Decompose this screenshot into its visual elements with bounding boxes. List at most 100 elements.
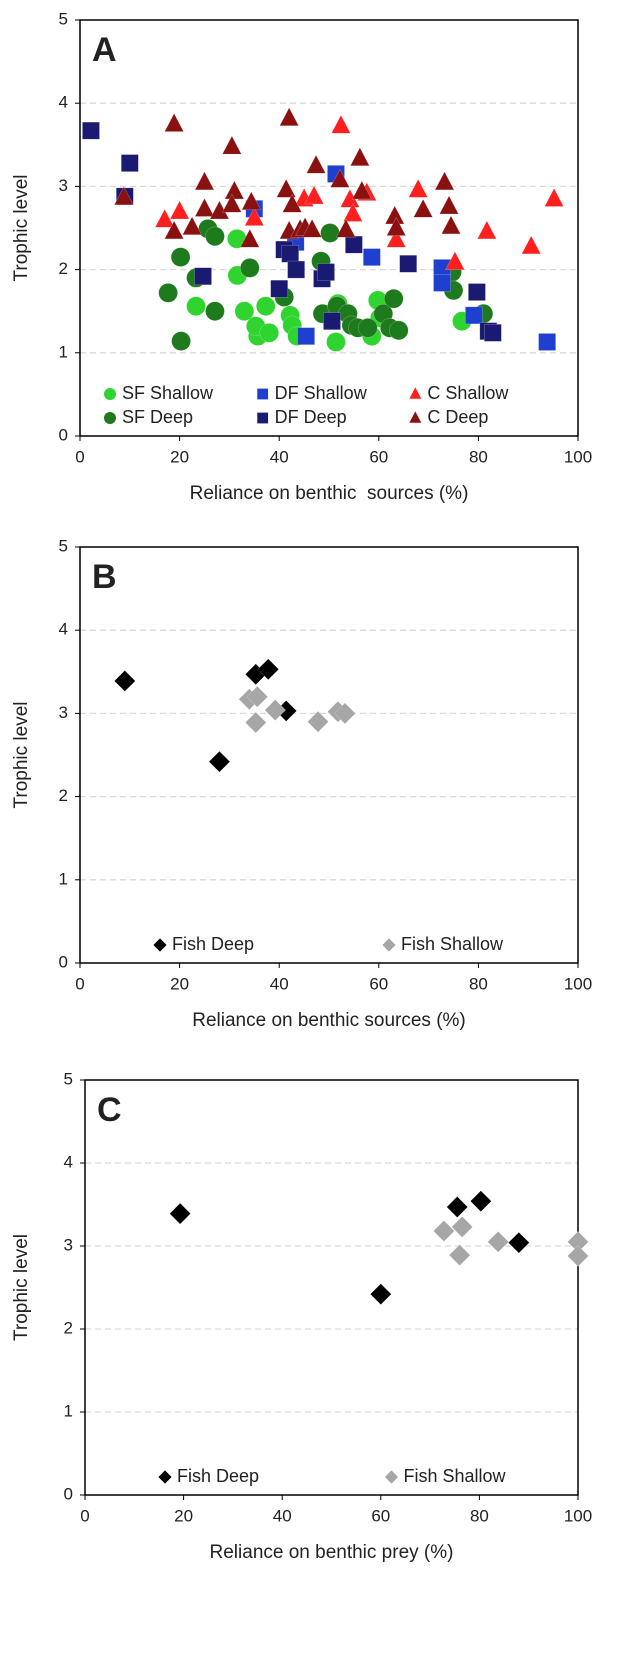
y-tick-label: 3 [59, 703, 68, 722]
legend-marker [104, 412, 116, 424]
plot-frame [84, 1079, 579, 1496]
x-tick-label: 0 [75, 447, 84, 466]
data-point [241, 191, 262, 211]
data-point [487, 1231, 509, 1253]
data-point [302, 218, 322, 238]
y-tick-label: 4 [59, 93, 68, 112]
data-point [239, 228, 260, 248]
data-point [433, 1220, 455, 1242]
data-point [331, 114, 351, 134]
y-tick-label: 4 [59, 620, 68, 639]
legend-marker [409, 411, 422, 423]
x-axis-label: Reliance on benthic prey (%) [210, 1542, 454, 1563]
data-point [408, 178, 429, 198]
data-point [257, 658, 280, 681]
data-point [349, 147, 370, 166]
y-tick-label: 2 [64, 1318, 73, 1337]
data-point [82, 121, 100, 140]
data-point [208, 750, 231, 773]
panel-label: A [92, 31, 117, 69]
data-point [470, 1190, 492, 1212]
data-point [386, 228, 407, 248]
data-point [399, 254, 417, 273]
data-point [326, 332, 346, 352]
data-point [538, 333, 556, 351]
legend-marker [257, 412, 269, 424]
data-point [279, 107, 300, 127]
plot-frame [79, 546, 579, 964]
data-point [345, 235, 363, 254]
data-point [320, 223, 340, 243]
data-point [330, 168, 350, 188]
x-axis-label: Reliance on benthic sources (%) [192, 1010, 466, 1031]
data-point [544, 187, 565, 207]
x-tick-label: 80 [469, 974, 488, 993]
data-point [388, 320, 409, 341]
data-point [221, 193, 242, 213]
x-tick-label: 20 [170, 974, 189, 993]
data-point [334, 702, 356, 725]
legend-marker [384, 1470, 399, 1484]
data-point [276, 178, 297, 198]
data-point [121, 154, 139, 172]
data-point [194, 171, 215, 191]
y-tick-label: 2 [59, 786, 68, 805]
data-point [158, 283, 178, 303]
x-tick-label: 100 [564, 1506, 592, 1525]
data-point [306, 154, 326, 174]
data-point [567, 1245, 589, 1267]
y-axis-label: Trophic level [11, 174, 32, 281]
data-point [413, 198, 434, 218]
data-point [383, 288, 404, 309]
data-point [465, 306, 483, 325]
legend-label: SF Deep [122, 407, 193, 427]
data-point [169, 1202, 191, 1225]
data-point [169, 200, 190, 220]
legend-label: C Deep [427, 407, 488, 427]
legend-marker [257, 388, 269, 400]
data-point [484, 324, 502, 342]
x-tick-label: 0 [80, 1506, 89, 1525]
data-point [351, 180, 372, 200]
data-point [154, 208, 175, 228]
data-point [317, 263, 335, 281]
data-point [264, 699, 287, 721]
y-axis-label: Trophic level [11, 1234, 32, 1341]
data-point [445, 251, 465, 270]
data-point [244, 711, 267, 734]
legend-marker [104, 388, 116, 400]
data-point [256, 296, 276, 316]
data-point [224, 180, 245, 200]
data-point [234, 301, 255, 321]
y-tick-label: 3 [59, 176, 68, 195]
data-point [244, 207, 265, 226]
data-point [114, 670, 136, 692]
data-point [194, 267, 212, 286]
data-point [170, 247, 191, 267]
data-point [508, 1231, 530, 1254]
data-point [369, 1283, 392, 1305]
data-point [113, 186, 134, 206]
x-tick-label: 40 [270, 974, 289, 993]
data-point [281, 244, 299, 263]
data-point [433, 274, 451, 292]
panel-label: C [97, 1091, 122, 1129]
y-tick-label: 5 [64, 1069, 73, 1088]
y-tick-label: 0 [59, 952, 68, 971]
data-point [448, 1244, 471, 1266]
data-point [476, 220, 497, 240]
data-point [246, 685, 269, 708]
legend-label: C Shallow [427, 383, 509, 403]
y-tick-label: 3 [64, 1235, 73, 1254]
data-point [205, 226, 225, 247]
data-point [363, 248, 381, 266]
data-point [240, 258, 260, 278]
x-tick-label: 20 [170, 447, 189, 466]
x-tick-label: 80 [469, 447, 488, 466]
y-tick-label: 0 [64, 1484, 73, 1503]
data-point [270, 279, 288, 298]
x-tick-label: 60 [369, 447, 388, 466]
data-point [186, 296, 206, 316]
x-tick-label: 60 [369, 974, 388, 993]
data-point [221, 135, 242, 155]
